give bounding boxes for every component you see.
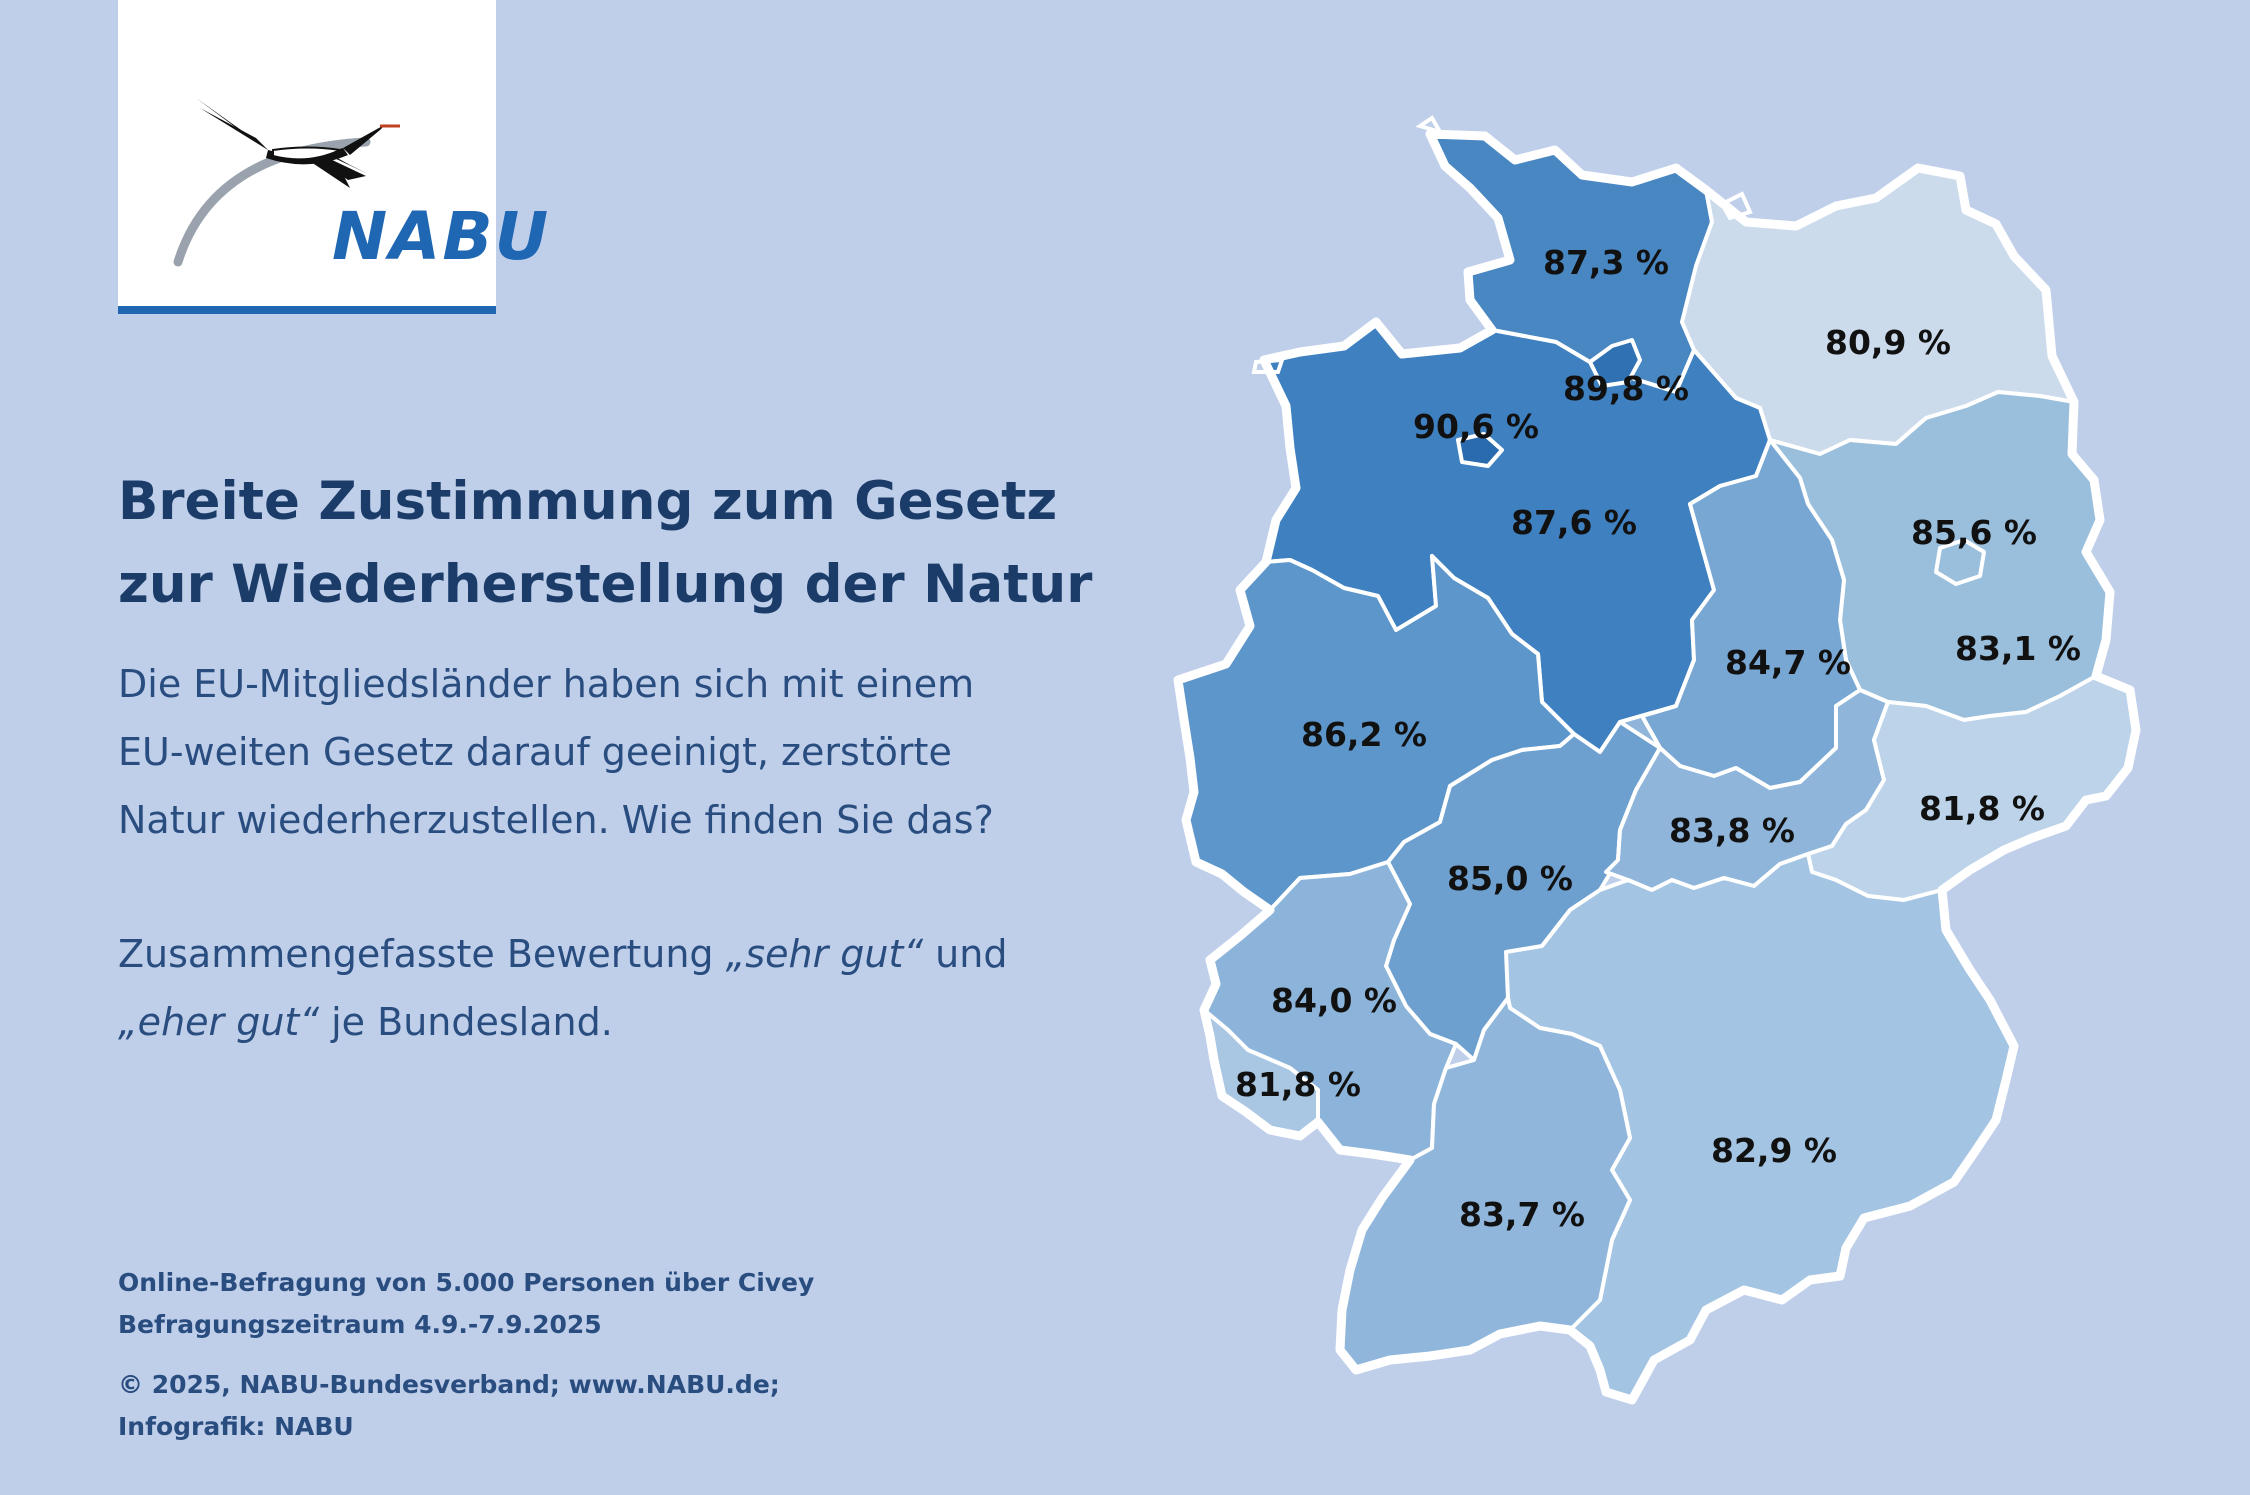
label-baden-wuerttemberg: 83,7 % [1459,1195,1585,1234]
label-berlin: 85,6 % [1911,513,2037,552]
label-hessen: 85,0 % [1447,859,1573,898]
label-sachsen-anhalt: 84,7 % [1725,643,1851,682]
footer-copyright: © 2025, NABU-Bundesverband; www.NABU.de; [118,1370,780,1399]
nabu-logo[interactable]: NABU [118,0,548,314]
note-prefix: Zusammengefasste Bewertung [118,932,726,976]
question-line-2: EU-weiten Gesetz darauf geeinigt, zerstö… [118,730,952,774]
note-term-sehr-gut: „sehr gut“ [725,932,924,976]
label-brandenburg: 83,1 % [1955,629,2081,668]
rating-note: Zusammengefasste Bewertung „sehr gut“ un… [118,920,1078,1056]
label-thueringen: 83,8 % [1669,811,1795,850]
label-schleswig-holstein: 87,3 % [1543,243,1669,282]
page-title: Breite Zustimmung zum Gesetz zur Wiederh… [118,460,1098,626]
label-saarland: 81,8 % [1235,1065,1361,1104]
region-hamburg[interactable] [1588,338,1642,388]
note-suffix: je Bundesland. [319,1000,613,1044]
label-hamburg: 89,8 % [1563,369,1689,408]
question-line-1: Die EU-Mitgliedsländer haben sich mit ei… [118,662,975,706]
label-bayern: 82,9 % [1711,1131,1837,1170]
label-mecklenburg-vorpommern: 80,9 % [1825,323,1951,362]
logo-wordmark: NABU [332,198,551,275]
footer-survey: Online-Befragung von 5.000 Personen über… [118,1268,815,1297]
note-term-eher-gut: „eher gut“ [118,1000,320,1044]
label-nordrhein-westfalen: 86,2 % [1301,715,1427,754]
footer-period: Befragungszeitraum 4.9.-7.9.2025 [118,1310,602,1339]
title-line-2: zur Wiederherstellung der Natur [118,554,1093,615]
label-rheinland-pfalz: 84,0 % [1271,981,1397,1020]
label-bremen: 90,6 % [1413,407,1539,446]
source-footer: Online-Befragung von 5.000 Personen über… [118,1262,1018,1448]
footer-credit: Infografik: NABU [118,1412,354,1441]
germany-outline [1173,129,2141,1405]
stork-icon [173,98,400,267]
label-niedersachsen: 87,6 % [1511,503,1637,542]
note-connector: und [923,932,1008,976]
label-sachsen: 81,8 % [1919,789,2045,828]
region-berlin[interactable] [1934,538,1986,586]
survey-question: Die EU-Mitgliedsländer haben sich mit ei… [118,650,1078,854]
title-line-1: Breite Zustimmung zum Gesetz [118,471,1058,532]
region-bremen[interactable] [1456,432,1504,468]
question-line-3: Natur wiederherzustellen. Wie finden Sie… [118,798,994,842]
